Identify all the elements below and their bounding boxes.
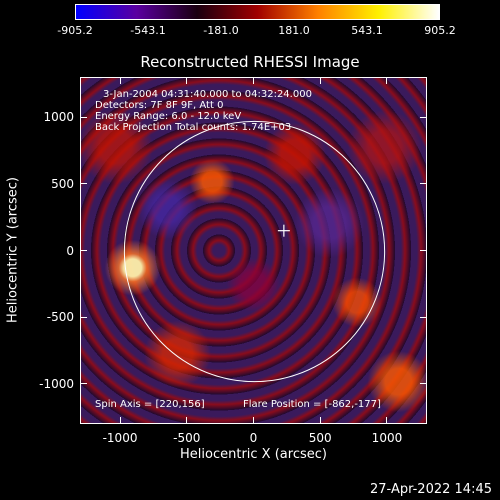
spin-axis-label: Spin Axis = [220,156] <box>95 399 205 410</box>
y-tick <box>81 383 87 385</box>
x-tick-label: 0 <box>249 431 258 445</box>
y-tick <box>81 116 87 118</box>
colorbar-tick-label: 905.2 <box>424 24 456 37</box>
y-tick <box>420 316 426 318</box>
x-tick-label: 1000 <box>371 431 403 445</box>
colorbar-tick-label: 543.1 <box>351 24 383 37</box>
x-tick <box>386 417 388 423</box>
heatmap-image <box>81 78 426 423</box>
x-tick <box>186 78 188 84</box>
y-tick-label: 0 <box>66 243 74 258</box>
x-tick <box>319 417 321 423</box>
colorbar-tick-label: 181.0 <box>278 24 310 37</box>
x-tick <box>253 417 254 423</box>
x-tick <box>386 78 388 84</box>
plot-overlay <box>123 120 386 383</box>
y-tick-label: 500 <box>51 176 74 191</box>
colorbar-tick-label: -181.0 <box>203 24 239 37</box>
y-tick <box>420 116 426 118</box>
x-tick-label: -1000 <box>102 431 138 445</box>
x-tick-label: 500 <box>308 431 332 445</box>
colorbar-tick-label: -905.2 <box>57 24 93 37</box>
y-tick-label: -1000 <box>39 376 74 391</box>
y-tick-label: -500 <box>46 310 74 325</box>
y-axis-label: Heliocentric Y (arcsec) <box>5 177 21 323</box>
info-line-energy: Energy Range: 6.0 - 12.0 keV <box>95 111 242 122</box>
y-tick <box>81 250 87 251</box>
x-tick <box>119 78 121 84</box>
x-tick <box>186 417 188 423</box>
colorbar <box>75 4 440 20</box>
y-tick <box>420 250 426 251</box>
y-tick <box>420 183 426 185</box>
timestamp: 27-Apr-2022 14:45 <box>370 482 492 497</box>
y-tick <box>420 383 426 385</box>
x-tick <box>319 78 321 84</box>
x-tick <box>119 417 121 423</box>
info-line-detectors: Detectors: 7F 8F 9F, Att 0 <box>95 100 224 111</box>
flare-position-label: Flare Position = [-862,-177] <box>243 399 381 410</box>
info-line-method: Back Projection Total counts: 1.74E+03 <box>95 122 292 133</box>
x-tick-label: -500 <box>173 431 201 445</box>
solar-limb-circle <box>123 120 386 383</box>
chart-title: Reconstructed RHESSI Image <box>140 53 360 71</box>
x-axis-label: Heliocentric X (arcsec) <box>180 447 327 462</box>
y-tick-label: 1000 <box>43 110 74 125</box>
y-tick <box>81 316 87 318</box>
colorbar-tick-label: -543.1 <box>130 24 166 37</box>
info-line-time: 3-Jan-2004 04:31:40.000 to 04:32:24.000 <box>103 89 312 100</box>
x-tick <box>253 78 254 84</box>
plot-area: 3-Jan-2004 04:31:40.000 to 04:32:24.000 … <box>80 77 427 424</box>
y-tick <box>81 183 87 185</box>
